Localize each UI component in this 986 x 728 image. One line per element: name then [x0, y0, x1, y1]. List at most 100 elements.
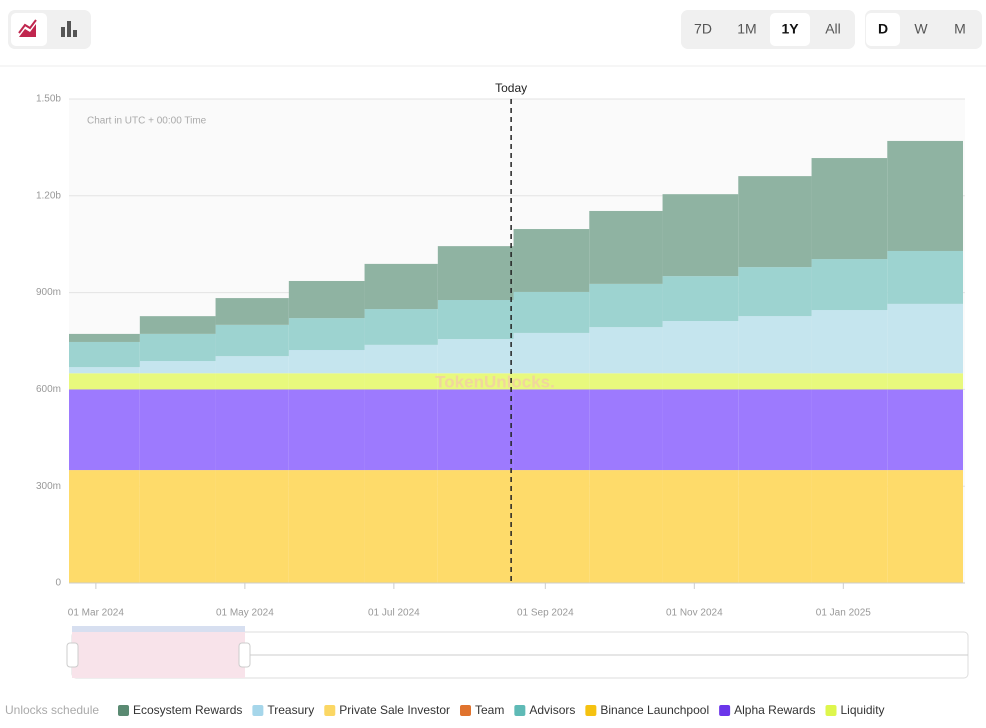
- area-segment: [288, 280, 365, 319]
- area-segment: [589, 389, 663, 471]
- legend-swatch: [252, 705, 264, 716]
- area-segment: [69, 470, 140, 583]
- legend-label[interactable]: Treasury: [267, 703, 314, 717]
- interval-button[interactable]: D: [878, 21, 888, 37]
- area-segment: [887, 303, 963, 374]
- area-segment: [738, 373, 812, 390]
- y-tick-label: 300m: [36, 481, 61, 492]
- area-segment: [589, 210, 663, 284]
- area-segment: [215, 373, 289, 390]
- area-segment: [215, 356, 289, 374]
- range-button[interactable]: All: [825, 21, 841, 37]
- area-segment: [215, 470, 289, 583]
- area-segment: [139, 333, 216, 362]
- y-tick-label: 0: [55, 578, 61, 589]
- area-icon: [19, 24, 36, 37]
- area-segment: [139, 361, 216, 374]
- area-segment: [69, 389, 140, 471]
- area-segment: [589, 373, 663, 390]
- area-segment: [215, 324, 289, 357]
- area-segment: [738, 267, 812, 317]
- area-segment: [887, 140, 963, 251]
- slider-bar[interactable]: [72, 626, 245, 632]
- area-segment: [288, 373, 365, 390]
- area-segment: [437, 373, 514, 390]
- legend-swatch: [719, 705, 731, 716]
- x-tick-label: 01 Jan 2025: [816, 608, 871, 619]
- area-segment: [288, 389, 365, 471]
- area-segment: [139, 389, 216, 471]
- interval-button-bg: [866, 13, 900, 46]
- slider-selection[interactable]: [72, 632, 245, 678]
- area-segment: [437, 339, 514, 374]
- y-tick-label: 1.20b: [36, 190, 61, 201]
- legend-label[interactable]: Team: [475, 703, 504, 717]
- area-segment: [513, 291, 590, 333]
- area-segment: [513, 373, 590, 390]
- slider-handle-right[interactable]: [238, 642, 251, 668]
- area-segment: [811, 158, 888, 260]
- area-segment: [364, 470, 438, 583]
- range-button-bg: [770, 13, 810, 46]
- bar-chart-button[interactable]: [61, 21, 77, 37]
- legend-label[interactable]: Alpha Rewards: [734, 703, 815, 717]
- area-segment: [69, 367, 140, 374]
- area-segment: [589, 470, 663, 583]
- range-button[interactable]: 1Y: [781, 21, 799, 37]
- area-segment: [513, 389, 590, 471]
- x-tick-label: 01 Nov 2024: [666, 608, 723, 619]
- watermark: TokenUnlocks.: [435, 372, 555, 391]
- interval-button[interactable]: M: [954, 21, 966, 37]
- x-tick-label: 01 Sep 2024: [517, 608, 574, 619]
- area-segment: [288, 470, 365, 583]
- area-segment: [513, 229, 590, 292]
- area-segment: [738, 316, 812, 374]
- area-segment: [69, 341, 140, 368]
- interval-button[interactable]: W: [914, 21, 928, 37]
- area-segment: [738, 389, 812, 471]
- area-segment: [288, 350, 365, 374]
- area-segment: [139, 316, 216, 334]
- area-segment: [437, 300, 514, 340]
- legend-label[interactable]: Binance Launchpool: [600, 703, 709, 717]
- x-tick-label: 01 May 2024: [216, 608, 274, 619]
- legend-label[interactable]: Liquidity: [841, 703, 885, 717]
- legend-label[interactable]: Advisors: [529, 703, 575, 717]
- legend-title: Unlocks schedule: [5, 703, 99, 717]
- area-segment: [662, 373, 739, 390]
- legend-swatch: [460, 705, 471, 716]
- legend-swatch: [118, 705, 129, 716]
- area-segment: [811, 310, 888, 374]
- slider-handle-left[interactable]: [66, 642, 79, 668]
- today-label: Today: [495, 81, 527, 95]
- area-segment: [887, 250, 963, 304]
- area-segment: [662, 389, 739, 471]
- area-segment: [364, 263, 438, 310]
- area-segment: [215, 389, 289, 471]
- area-segment: [69, 333, 140, 342]
- legend-swatch: [585, 705, 597, 716]
- legend-label[interactable]: Private Sale Investor: [339, 703, 450, 717]
- area-segment: [887, 373, 963, 390]
- area-segment: [811, 470, 888, 583]
- plot: [69, 98, 965, 589]
- area-segment: [139, 373, 216, 390]
- area-segment: [589, 283, 663, 328]
- legend-label[interactable]: Ecosystem Rewards: [133, 703, 242, 717]
- area-segment: [364, 373, 438, 390]
- area-segment: [215, 298, 289, 325]
- area-segment: [69, 373, 140, 390]
- area-segment: [811, 259, 888, 311]
- range-group: [681, 10, 855, 49]
- area-segment: [887, 470, 963, 583]
- area-segment: [662, 276, 739, 321]
- range-button[interactable]: 1M: [737, 21, 756, 37]
- area-segment: [589, 327, 663, 374]
- range-button[interactable]: 7D: [694, 21, 712, 37]
- area-chart-button[interactable]: [11, 13, 47, 46]
- area-segment: [662, 194, 739, 277]
- area-segment: [288, 318, 365, 351]
- chart-note: Chart in UTC + 00:00 Time: [87, 116, 207, 127]
- legend-swatch: [514, 705, 526, 716]
- area-icon-line: [18, 19, 37, 34]
